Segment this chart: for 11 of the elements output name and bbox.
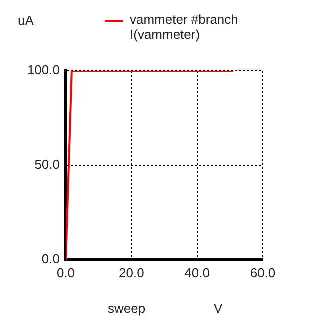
x-tick-label: 40.0 xyxy=(184,265,210,280)
x-tick-label: 20.0 xyxy=(119,265,144,280)
y-tick-label: 100.0 xyxy=(27,62,60,78)
legend-label: vammeter #branch I(vammeter) xyxy=(130,12,238,42)
y-axis-title: uA xyxy=(18,13,34,28)
text: V xyxy=(214,301,223,316)
x-axis-title: sweep xyxy=(108,301,146,316)
y-tick-label: 0.0 xyxy=(42,252,60,267)
y-tick-label: 50.0 xyxy=(34,157,60,172)
x-tick-label: 60.0 xyxy=(250,265,276,280)
x-tick-label: 0.0 xyxy=(56,265,76,280)
